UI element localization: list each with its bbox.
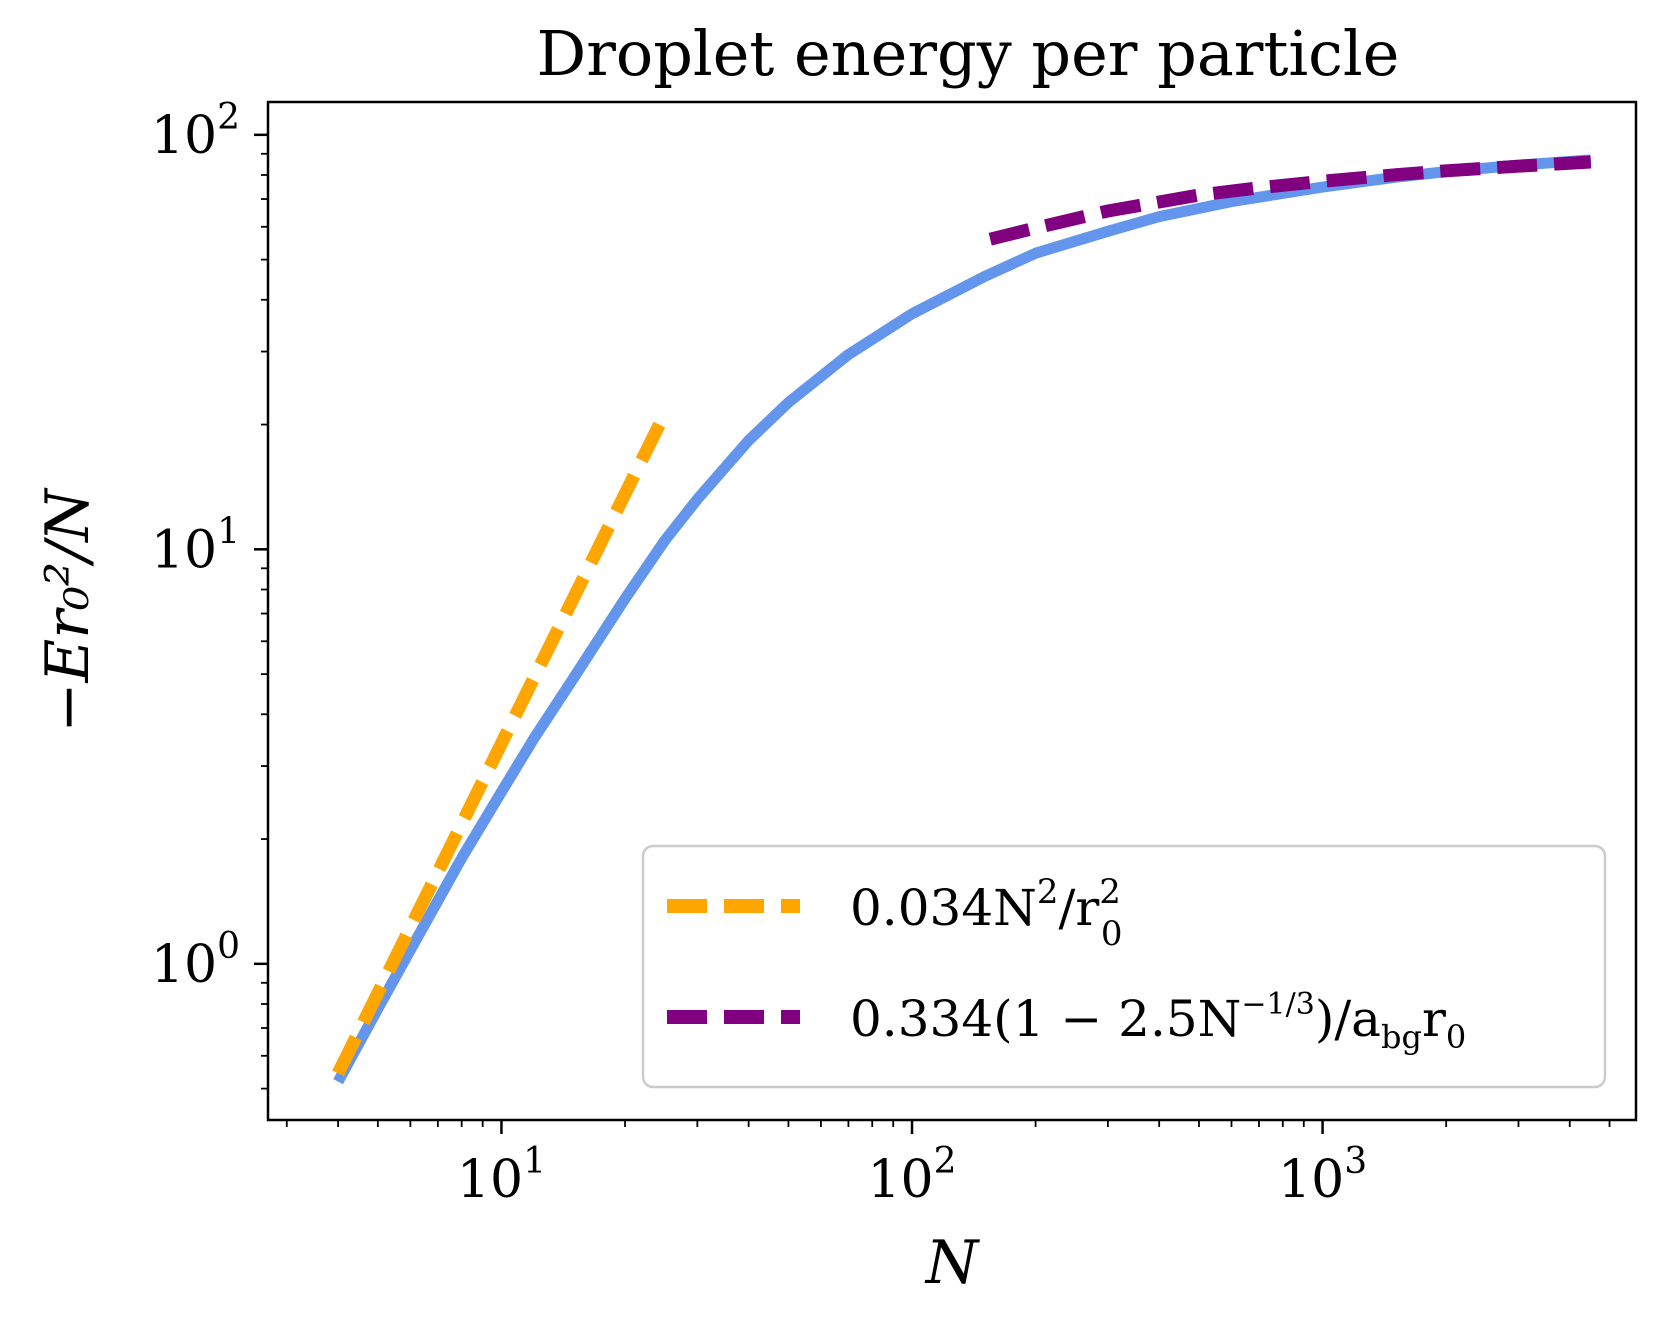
y-axis-label: −Er₀²/N	[33, 487, 103, 733]
legend: 0.034N2/r2 0 0.334(1 − 2.5N−1/3)/abgr0	[641, 844, 1607, 1089]
x-tick-label-1: 102	[867, 1141, 956, 1210]
series-line-0	[333, 154, 1592, 1085]
y-tick-label-0: 100	[151, 926, 240, 995]
y-axis: 100 101 102	[151, 97, 268, 1090]
y-tick-label-1: 101	[151, 511, 240, 580]
x-axis: 101 102 103	[285, 1120, 1611, 1210]
legend-label-orange: 0.034N2/r2 0	[850, 872, 1123, 954]
legend-label-purple: 0.334(1 − 2.5N−1/3)/abgr0	[850, 987, 1466, 1056]
x-tick-label-0: 101	[457, 1141, 546, 1210]
plot-frame	[266, 100, 1638, 1122]
chart-title: Droplet energy per particle	[537, 17, 1400, 90]
y-tick-label-2: 102	[151, 97, 240, 166]
series-line-1	[332, 410, 671, 1077]
series-line-2	[988, 155, 1592, 246]
x-axis-label: N	[924, 1228, 981, 1298]
plot-lines	[332, 154, 1592, 1085]
legend-box	[641, 844, 1607, 1089]
x-tick-label-2: 103	[1278, 1141, 1367, 1210]
